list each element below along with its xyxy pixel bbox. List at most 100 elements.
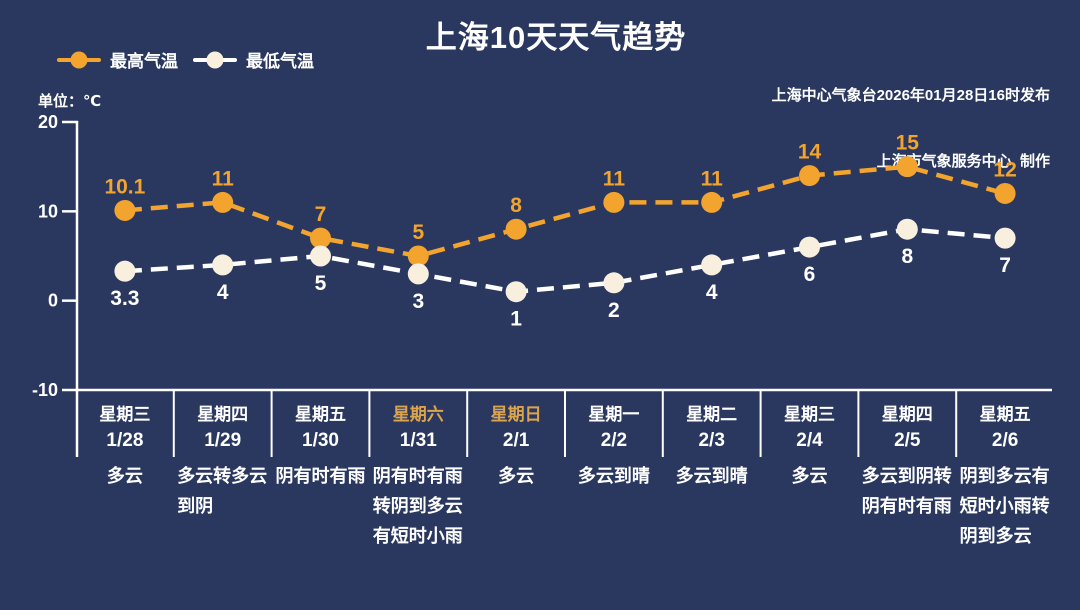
high-temp-marker — [310, 227, 331, 249]
low-temp-value: 1 — [510, 308, 522, 331]
weather-description: 多云到晴 — [577, 466, 650, 486]
weather-wrap: 多云转多云到阴 — [174, 461, 272, 521]
weather-wrap: 阴有时有雨 — [272, 461, 370, 491]
low-temp-value: 3 — [412, 290, 424, 313]
weather-description: 多云到阴转阴有时有雨 — [861, 466, 952, 516]
day-name-label: 星期三 — [783, 405, 835, 424]
weather-description: 多云 — [498, 466, 535, 486]
low-temp-marker — [701, 254, 723, 276]
low-temp-marker — [407, 263, 429, 285]
high-temp-value: 10.1 — [104, 175, 145, 198]
low-temp-marker — [505, 281, 527, 303]
date-label: 2/5 — [894, 430, 921, 451]
day-column: 星期日 2/1 多云 — [467, 402, 565, 491]
legend-line-icon — [193, 51, 237, 68]
day-name-label: 星期四 — [881, 405, 933, 424]
weather-wrap: 多云 — [467, 461, 565, 491]
date-label: 1/30 — [302, 430, 339, 451]
day-column: 星期四 1/29 多云转多云到阴 — [174, 402, 272, 521]
day-name-label: 星期五 — [979, 405, 1031, 424]
low-temp-value: 4 — [217, 281, 229, 304]
weather-wrap: 多云到晴 — [663, 461, 761, 491]
date-label: 2/2 — [600, 430, 628, 451]
low-temp-value: 2 — [608, 299, 620, 322]
day-column: 星期二 2/3 多云到晴 — [663, 402, 761, 491]
date-label: 1/31 — [399, 430, 437, 451]
day-column: 星期五 2/6 阴到多云有短时小雨转阴到多云 — [956, 402, 1054, 551]
high-temp-value: 11 — [212, 167, 235, 190]
high-temp-marker — [701, 191, 723, 213]
weather-description: 阴有时有雨 — [275, 466, 366, 486]
date-label: 2/6 — [991, 430, 1019, 451]
attribution-line1: 上海中心气象台2026年01月28日16时发布 — [771, 87, 1050, 104]
y-tick-label: 20 — [38, 112, 58, 132]
low-temp-value: 7 — [999, 254, 1011, 277]
low-temp-marker — [114, 260, 136, 282]
date-label: 2/4 — [796, 430, 823, 451]
day-name-label: 星期二 — [686, 405, 738, 424]
day-name-label: 星期六 — [392, 405, 444, 424]
date-label: 2/3 — [698, 430, 725, 451]
low-temp-value: 4 — [706, 281, 718, 304]
legend-item-low: 最低气温 — [193, 47, 314, 72]
low-temp-marker — [603, 272, 625, 294]
legend-line-icon — [57, 51, 101, 68]
low-temp-value: 6 — [804, 263, 816, 286]
day-column: 星期三 1/28 多云 — [76, 402, 174, 491]
high-temp-line — [124, 164, 1006, 259]
y-tick-label: -10 — [32, 380, 58, 400]
day-name-label: 星期四 — [197, 405, 249, 424]
high-temp-marker — [212, 191, 234, 213]
low-temp-value: 3.3 — [110, 287, 139, 310]
high-temp-value: 11 — [701, 167, 724, 190]
weather-wrap: 多云到阴转阴有时有雨 — [858, 461, 956, 521]
low-temp-marker — [799, 236, 820, 258]
day-column: 星期六 1/31 阴有时有雨转阴到多云有短时小雨 — [369, 402, 467, 551]
low-temp-marker — [896, 218, 918, 240]
high-temp-value: 8 — [510, 194, 522, 217]
page-title: 上海10天天气趋势 — [425, 20, 687, 55]
day-name-label: 星期日 — [490, 405, 542, 424]
high-temp-marker — [603, 191, 625, 213]
high-temp-value: 12 — [993, 158, 1016, 181]
day-column: 星期四 2/5 多云到阴转阴有时有雨 — [858, 402, 956, 521]
weather-wrap: 阴有时有雨转阴到多云有短时小雨 — [369, 461, 467, 551]
weather-wrap: 阴到多云有短时小雨转阴到多云 — [956, 461, 1054, 551]
legend-dot-icon — [70, 51, 88, 68]
day-column: 星期五 1/30 阴有时有雨 — [272, 402, 370, 491]
weather-wrap: 多云到晴 — [565, 461, 663, 491]
weather-wrap: 多云 — [761, 461, 859, 491]
high-temp-value: 11 — [603, 167, 626, 190]
y-tick-label: 0 — [48, 291, 58, 311]
low-temp-marker — [310, 245, 331, 267]
weather-description: 阴有时有雨转阴到多云有短时小雨 — [372, 466, 463, 546]
low-temp-line — [124, 226, 1006, 294]
high-temp-value: 14 — [798, 141, 822, 164]
legend-item-high: 最高气温 — [57, 47, 178, 72]
y-tick-label: 10 — [38, 201, 58, 221]
weather-description: 阴到多云有短时小雨转阴到多云 — [959, 466, 1050, 546]
low-temp-value: 5 — [315, 272, 327, 295]
day-column: 星期一 2/2 多云到晴 — [565, 402, 663, 491]
day-name-label: 星期三 — [99, 405, 151, 424]
low-temp-value: 8 — [901, 245, 913, 268]
date-label: 1/29 — [204, 430, 242, 451]
day-column: 星期三 2/4 多云 — [761, 402, 859, 491]
high-temp-value: 15 — [896, 132, 920, 155]
high-temp-marker — [505, 218, 527, 240]
weather-description: 多云 — [106, 466, 143, 486]
high-temp-marker — [407, 245, 429, 267]
weather-description: 多云转多云到阴 — [177, 466, 268, 516]
high-temp-value: 5 — [412, 221, 424, 244]
chart-legend: 最高气温 最低气温 — [57, 47, 314, 72]
high-temp-marker — [114, 199, 136, 221]
legend-dot-icon — [206, 51, 224, 68]
high-temp-value: 7 — [315, 203, 327, 226]
high-temp-marker — [994, 182, 1016, 204]
date-label: 2/1 — [502, 430, 530, 451]
high-temp-marker — [896, 156, 918, 178]
low-temp-marker — [994, 227, 1016, 249]
day-name-label: 星期一 — [588, 405, 640, 424]
